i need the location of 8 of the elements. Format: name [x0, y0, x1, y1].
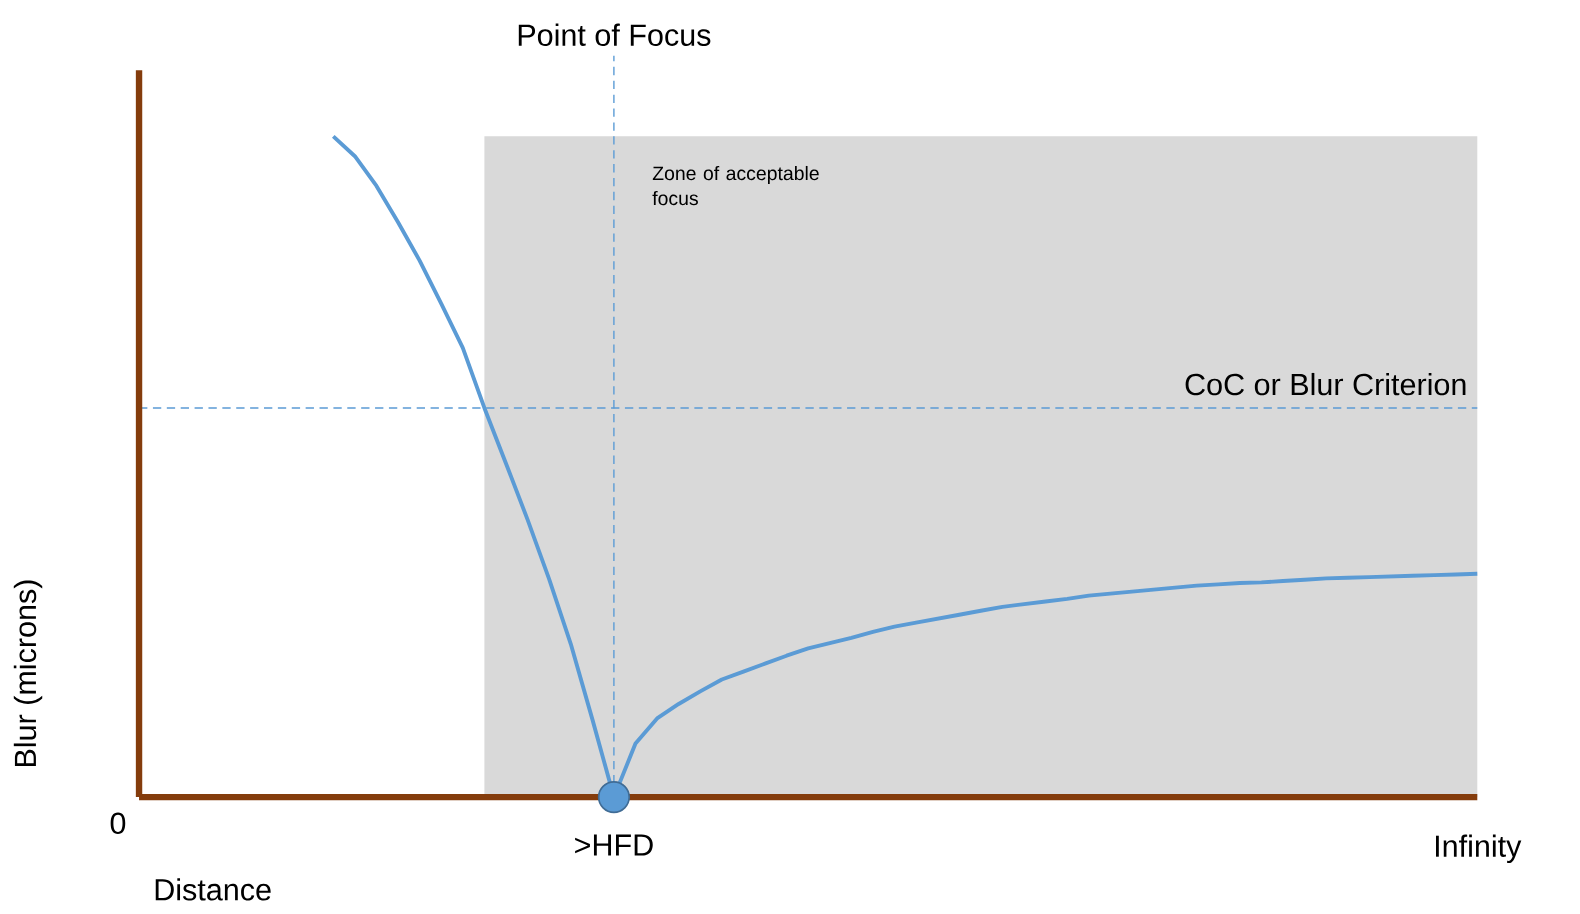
x-tick-label: Infinity: [1435, 834, 1522, 863]
x-tick-label: >HFD: [575, 834, 653, 856]
text: 0: [110, 812, 126, 835]
ref-line-label: CoC or Blur Criterion: [1185, 372, 1466, 396]
y-axis-title: Blur (microns): [13, 580, 43, 767]
ref-line-label: Point of Focus: [518, 23, 711, 46]
x-axis-title: Distance: [155, 878, 271, 901]
annotation: Zone of acceptable focus: [652, 165, 819, 206]
